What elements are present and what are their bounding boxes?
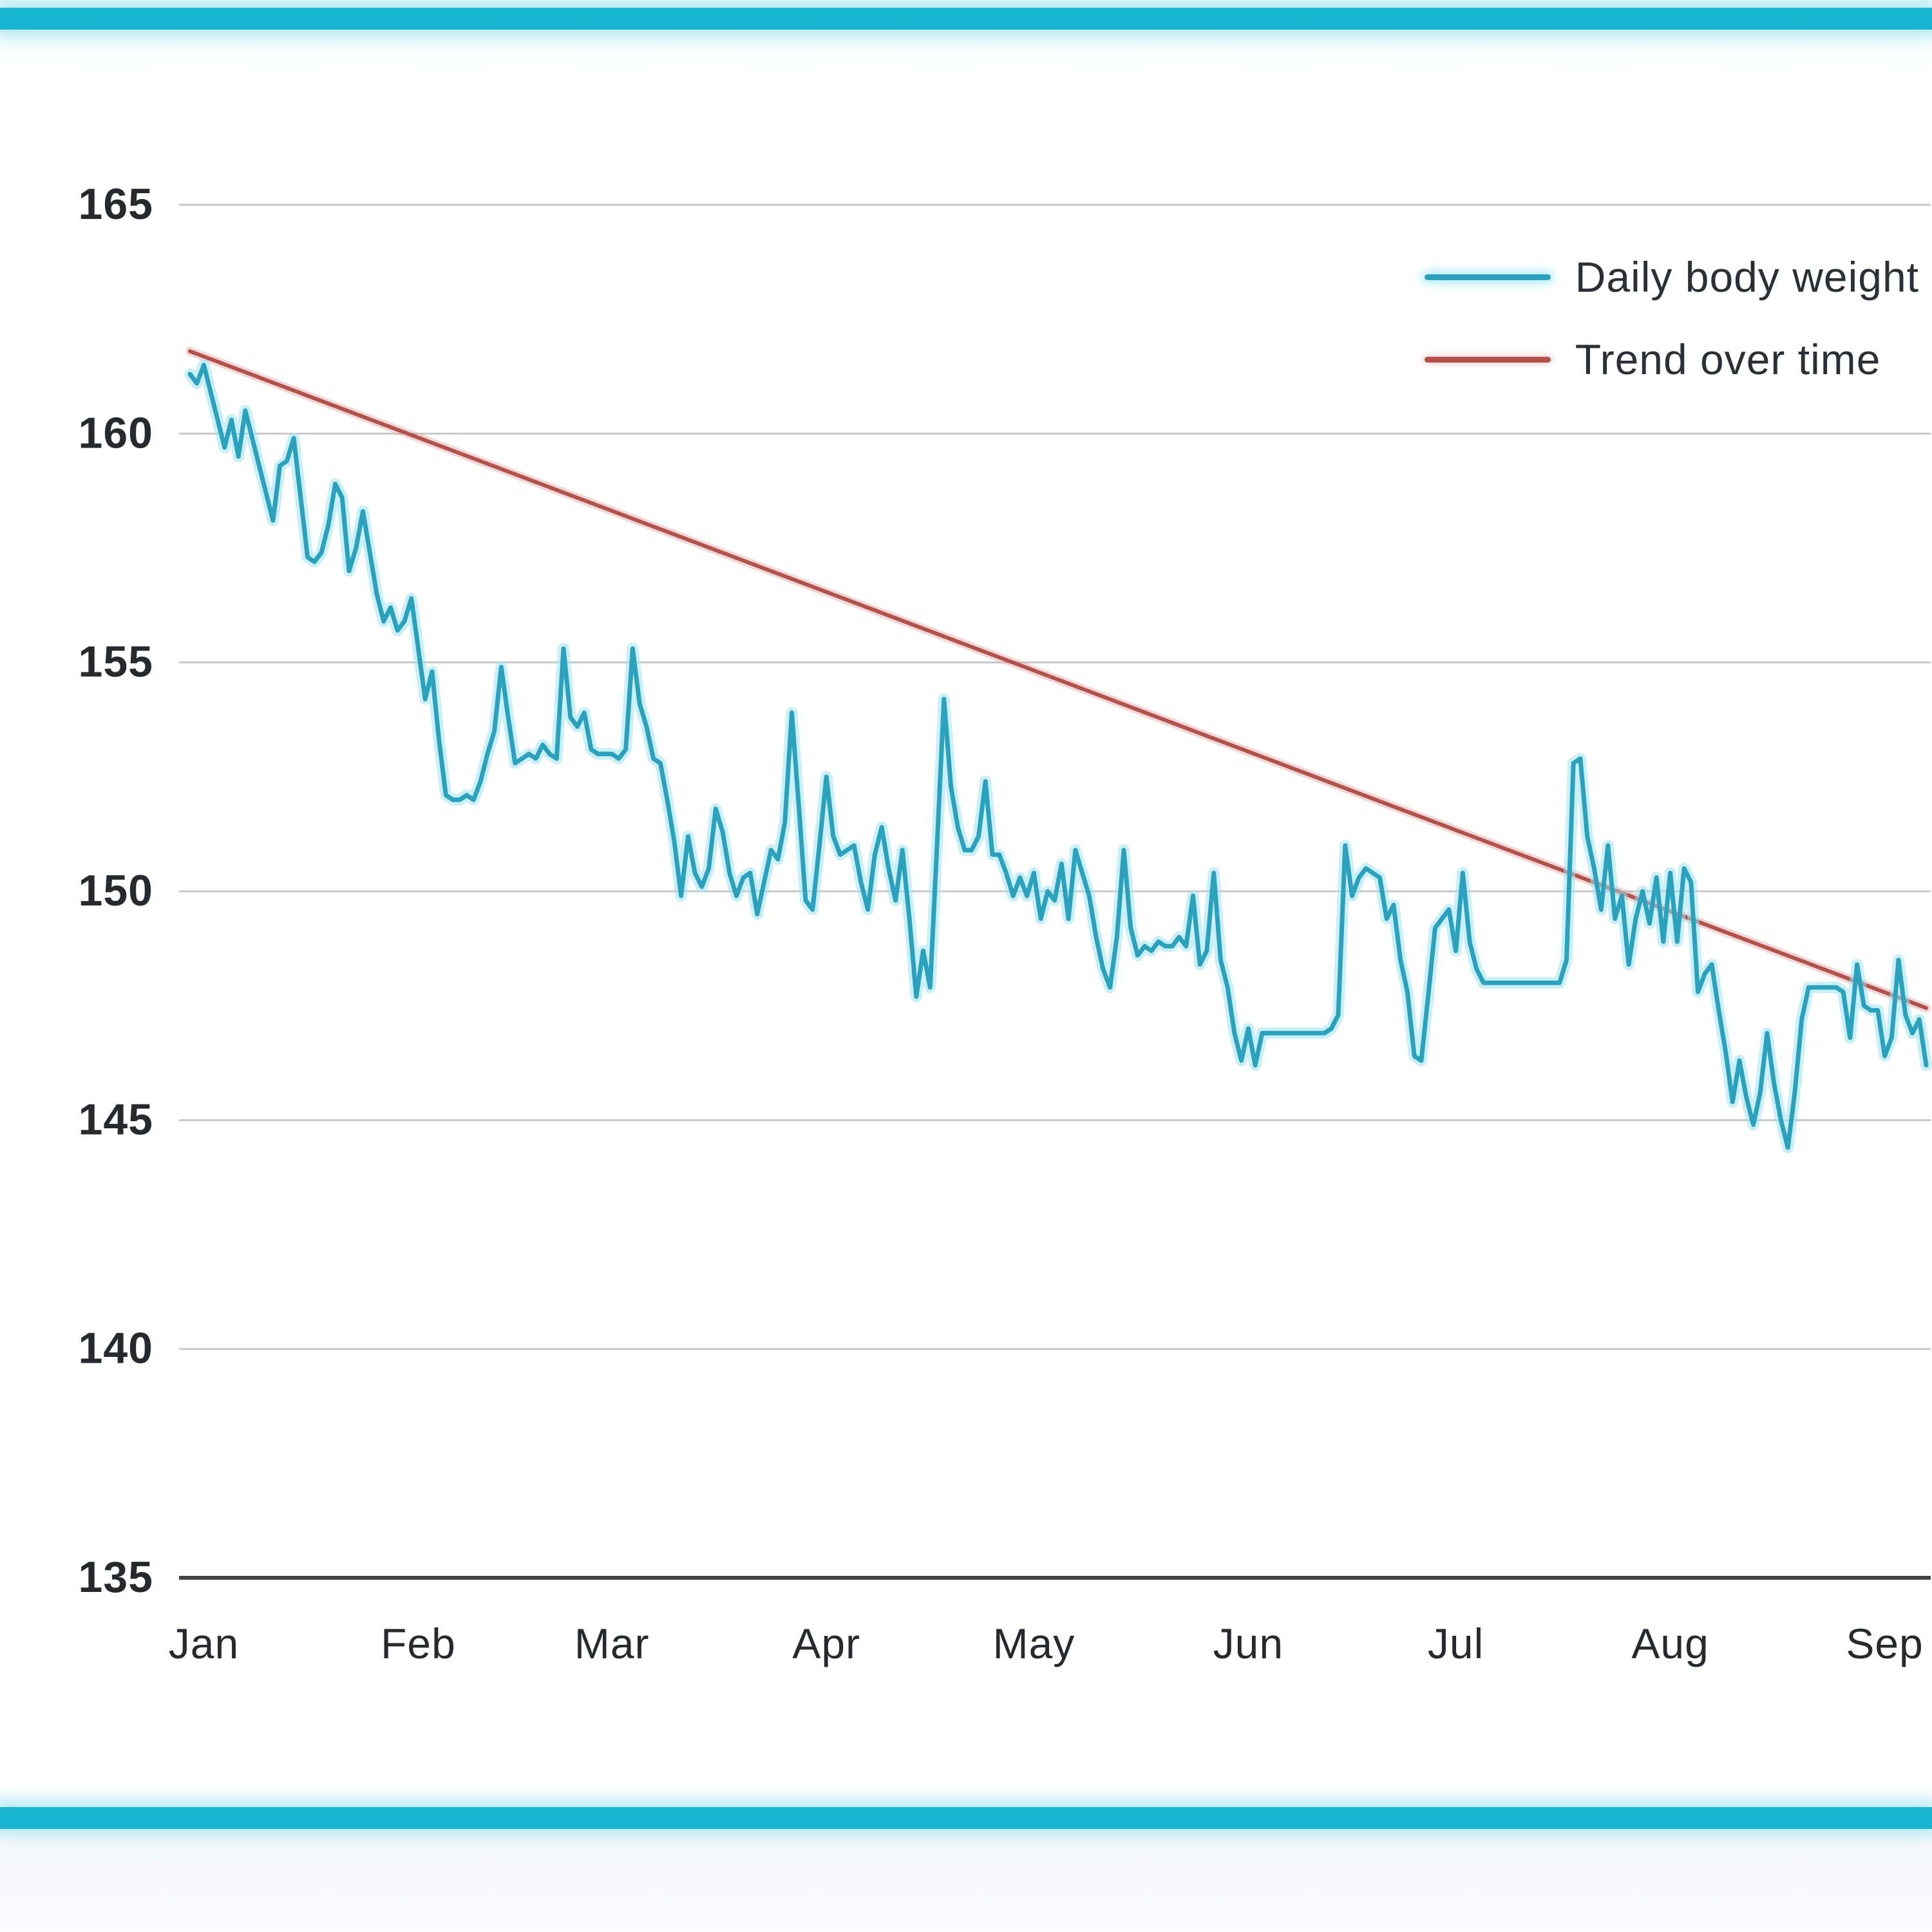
y-tick-label: 160: [79, 408, 153, 457]
daily-body-weight-line: [187, 363, 1929, 1150]
legend-label-daily-weight: Daily body weight: [1575, 253, 1919, 301]
x-tick-label: Jan: [169, 1620, 239, 1667]
x-tick-label: Feb: [381, 1620, 456, 1667]
daily-body-weight-line: [184, 359, 1932, 1153]
top-accent-bar: [0, 8, 1932, 30]
bottom-accent-bar: [0, 1807, 1932, 1829]
y-tick-label: 145: [79, 1095, 153, 1144]
y-tick-label: 165: [79, 180, 153, 229]
x-tick-label: Sep: [1846, 1620, 1923, 1667]
daily-weight-line-swatch: [1424, 274, 1551, 280]
y-tick-label: 150: [79, 866, 153, 915]
y-tick-label: 140: [79, 1324, 153, 1373]
legend-label-trend: Trend over time: [1575, 336, 1881, 383]
legend-item-trend: Trend over time: [1424, 335, 1919, 384]
x-tick-label: May: [993, 1620, 1075, 1667]
x-tick-label: Apr: [792, 1620, 860, 1667]
y-tick-label: 135: [79, 1553, 153, 1602]
y-tick-label: 155: [79, 638, 153, 687]
x-tick-label: Aug: [1631, 1620, 1709, 1667]
trend-line-swatch: [1424, 356, 1551, 363]
x-tick-label: Jun: [1213, 1620, 1283, 1667]
chart-legend: Daily body weight Trend over time: [1424, 252, 1919, 384]
legend-item-daily-weight: Daily body weight: [1424, 252, 1919, 301]
x-tick-label: Mar: [574, 1620, 650, 1667]
x-tick-label: Jul: [1428, 1620, 1484, 1667]
